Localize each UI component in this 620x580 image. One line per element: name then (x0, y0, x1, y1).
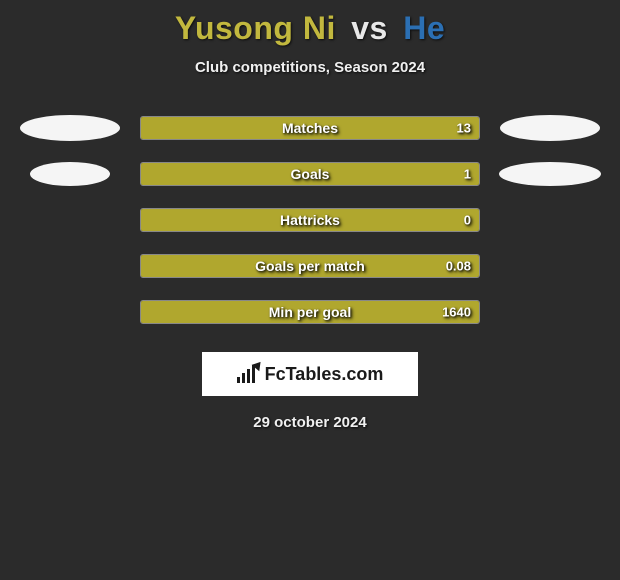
stat-row-matches: Matches 13 (0, 116, 620, 140)
stat-row-min-per-goal: Min per goal 1640 (0, 300, 620, 324)
stat-label: Goals per match (255, 258, 365, 274)
stat-row-goals: Goals 1 (0, 162, 620, 186)
ellipse-left-icon (20, 115, 120, 141)
ellipse-left-icon (30, 162, 110, 186)
stat-bar: Matches 13 (140, 116, 480, 140)
ellipse-right-icon (500, 115, 600, 141)
logo-text: FcTables.com (265, 364, 384, 385)
stat-rows: Matches 13 Goals 1 Hattricks 0 (0, 116, 620, 324)
stat-bar: Goals per match 0.08 (140, 254, 480, 278)
stat-label: Matches (282, 120, 338, 136)
stat-label: Goals (291, 166, 330, 182)
player2-name: He (403, 10, 445, 46)
stat-value: 0.08 (446, 259, 471, 274)
stat-label: Min per goal (269, 304, 351, 320)
stat-value: 1 (464, 167, 471, 182)
stat-row-hattricks: Hattricks 0 (0, 208, 620, 232)
logo-box: FcTables.com (202, 352, 418, 396)
infographic-root: Yusong Ni vs He Club competitions, Seaso… (0, 0, 620, 431)
stat-value: 13 (457, 121, 471, 136)
vs-label: vs (351, 10, 388, 46)
player1-name: Yusong Ni (175, 10, 336, 46)
stat-row-goals-per-match: Goals per match 0.08 (0, 254, 620, 278)
stat-bar: Hattricks 0 (140, 208, 480, 232)
stat-bar: Min per goal 1640 (140, 300, 480, 324)
fctables-chart-icon (237, 365, 259, 383)
date-label: 29 october 2024 (253, 414, 366, 431)
stat-label: Hattricks (280, 212, 340, 228)
subtitle: Club competitions, Season 2024 (195, 59, 425, 76)
stat-value: 0 (464, 213, 471, 228)
title: Yusong Ni vs He (175, 10, 445, 47)
stat-value: 1640 (442, 305, 471, 320)
ellipse-right-icon (499, 162, 601, 186)
stat-bar: Goals 1 (140, 162, 480, 186)
